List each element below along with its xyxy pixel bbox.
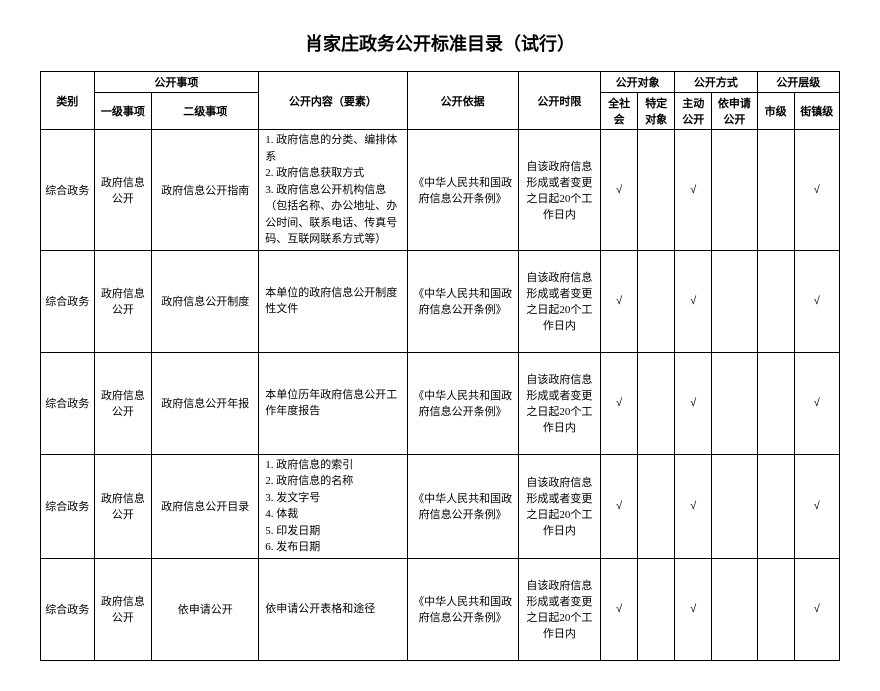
disclosure-table: 类别 公开事项 公开内容（要素） 公开依据 公开时限 公开对象 公开方式 公开层… bbox=[40, 71, 840, 661]
table-cell: 政府信息公开 bbox=[94, 130, 152, 251]
table-row: 综合政务政府信息公开政府信息公开指南1. 政府信息的分类、编排体系 2. 政府信… bbox=[41, 130, 840, 251]
table-cell: 依申请公开表格和途径 bbox=[259, 558, 407, 660]
header-level2: 二级事项 bbox=[152, 93, 259, 130]
table-cell bbox=[712, 130, 757, 251]
table-cell: √ bbox=[601, 130, 638, 251]
header-level-city: 市级 bbox=[757, 93, 794, 130]
table-cell: 综合政务 bbox=[41, 454, 95, 558]
table-cell: 综合政务 bbox=[41, 352, 95, 454]
table-cell: √ bbox=[794, 250, 839, 352]
header-method-active: 主动公开 bbox=[675, 93, 712, 130]
table-cell: √ bbox=[601, 454, 638, 558]
table-cell: 综合政务 bbox=[41, 130, 95, 251]
header-level-town: 街镇级 bbox=[794, 93, 839, 130]
header-target-all: 全社会 bbox=[601, 93, 638, 130]
table-row: 综合政务政府信息公开政府信息公开年报本单位历年政府信息公开工作年度报告《中华人民… bbox=[41, 352, 840, 454]
table-cell: 政府信息公开指南 bbox=[152, 130, 259, 251]
table-cell: 政府信息公开年报 bbox=[152, 352, 259, 454]
table-cell: 政府信息公开 bbox=[94, 352, 152, 454]
table-cell bbox=[712, 250, 757, 352]
table-cell: 综合政务 bbox=[41, 558, 95, 660]
header-level: 公开层级 bbox=[757, 72, 839, 93]
table-cell: 依申请公开 bbox=[152, 558, 259, 660]
header-level1: 一级事项 bbox=[94, 93, 152, 130]
table-cell: √ bbox=[675, 454, 712, 558]
table-cell bbox=[638, 352, 675, 454]
table-cell: √ bbox=[601, 250, 638, 352]
table-cell bbox=[757, 130, 794, 251]
header-target: 公开对象 bbox=[601, 72, 675, 93]
table-cell: 自该政府信息形成或者变更之日起20个工作日内 bbox=[518, 558, 600, 660]
table-cell: 本单位历年政府信息公开工作年度报告 bbox=[259, 352, 407, 454]
table-cell: √ bbox=[794, 352, 839, 454]
table-cell: 政府信息公开 bbox=[94, 558, 152, 660]
table-cell: 政府信息公开制度 bbox=[152, 250, 259, 352]
table-cell: 《中华人民共和国政府信息公开条例》 bbox=[407, 130, 518, 251]
table-cell: 政府信息公开目录 bbox=[152, 454, 259, 558]
table-cell: 自该政府信息形成或者变更之日起20个工作日内 bbox=[518, 250, 600, 352]
table-row: 综合政务政府信息公开政府信息公开目录1. 政府信息的索引 2. 政府信息的名称 … bbox=[41, 454, 840, 558]
header-category: 类别 bbox=[41, 72, 95, 130]
table-cell: √ bbox=[794, 454, 839, 558]
table-cell: √ bbox=[601, 352, 638, 454]
table-cell bbox=[712, 558, 757, 660]
table-body: 综合政务政府信息公开政府信息公开指南1. 政府信息的分类、编排体系 2. 政府信… bbox=[41, 130, 840, 661]
table-cell: √ bbox=[794, 130, 839, 251]
table-cell: 1. 政府信息的分类、编排体系 2. 政府信息获取方式 3. 政府信息公开机构信… bbox=[259, 130, 407, 251]
table-cell: √ bbox=[601, 558, 638, 660]
table-cell bbox=[757, 558, 794, 660]
header-method: 公开方式 bbox=[675, 72, 757, 93]
header-basis: 公开依据 bbox=[407, 72, 518, 130]
table-cell: √ bbox=[675, 352, 712, 454]
table-cell bbox=[712, 352, 757, 454]
table-cell bbox=[638, 454, 675, 558]
table-cell bbox=[757, 454, 794, 558]
table-cell: 自该政府信息形成或者变更之日起20个工作日内 bbox=[518, 352, 600, 454]
header-content: 公开内容（要素） bbox=[259, 72, 407, 130]
table-cell: 自该政府信息形成或者变更之日起20个工作日内 bbox=[518, 130, 600, 251]
table-cell: 《中华人民共和国政府信息公开条例》 bbox=[407, 250, 518, 352]
table-row: 综合政务政府信息公开政府信息公开制度本单位的政府信息公开制度性文件《中华人民共和… bbox=[41, 250, 840, 352]
table-cell: 政府信息公开 bbox=[94, 250, 152, 352]
table-cell bbox=[638, 558, 675, 660]
header-matter: 公开事项 bbox=[94, 72, 259, 93]
table-cell: 1. 政府信息的索引 2. 政府信息的名称 3. 发文字号 4. 体裁 5. 印… bbox=[259, 454, 407, 558]
table-cell bbox=[638, 130, 675, 251]
table-row: 综合政务政府信息公开依申请公开依申请公开表格和途径《中华人民共和国政府信息公开条… bbox=[41, 558, 840, 660]
table-cell bbox=[757, 352, 794, 454]
table-cell: 《中华人民共和国政府信息公开条例》 bbox=[407, 454, 518, 558]
page-title: 肖家庄政务公开标准目录（试行） bbox=[40, 30, 840, 56]
table-cell: √ bbox=[675, 558, 712, 660]
table-cell: 《中华人民共和国政府信息公开条例》 bbox=[407, 558, 518, 660]
table-cell: √ bbox=[675, 250, 712, 352]
table-cell: 政府信息公开 bbox=[94, 454, 152, 558]
header-method-request: 依申请公开 bbox=[712, 93, 757, 130]
table-cell bbox=[638, 250, 675, 352]
table-cell: 综合政务 bbox=[41, 250, 95, 352]
table-cell: √ bbox=[675, 130, 712, 251]
table-cell: 《中华人民共和国政府信息公开条例》 bbox=[407, 352, 518, 454]
table-cell: 本单位的政府信息公开制度性文件 bbox=[259, 250, 407, 352]
table-header: 类别 公开事项 公开内容（要素） 公开依据 公开时限 公开对象 公开方式 公开层… bbox=[41, 72, 840, 130]
header-timing: 公开时限 bbox=[518, 72, 600, 130]
table-cell: 自该政府信息形成或者变更之日起20个工作日内 bbox=[518, 454, 600, 558]
header-target-specific: 特定对象 bbox=[638, 93, 675, 130]
table-cell bbox=[757, 250, 794, 352]
table-cell: √ bbox=[794, 558, 839, 660]
table-cell bbox=[712, 454, 757, 558]
